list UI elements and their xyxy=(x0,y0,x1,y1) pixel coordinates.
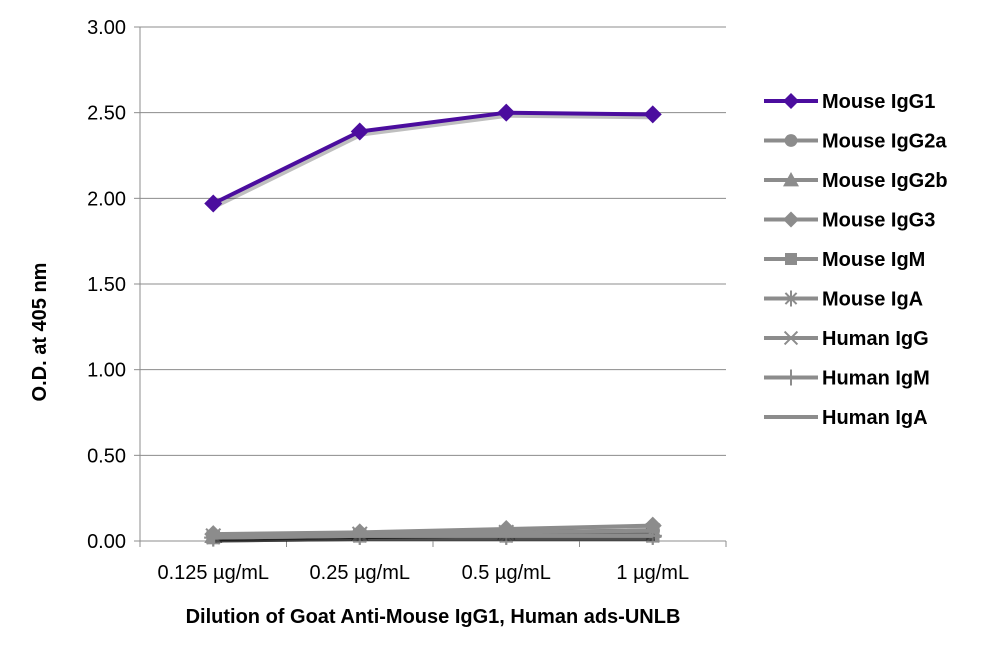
y-tick-label: 0.50 xyxy=(87,445,126,467)
legend-label: Mouse IgG2b xyxy=(822,170,948,192)
y-tick-label: 3.00 xyxy=(87,17,126,39)
series-line-shadow xyxy=(215,536,655,543)
legend-label: Mouse IgM xyxy=(822,249,925,271)
legend-label: Mouse IgG2a xyxy=(822,131,947,153)
axes xyxy=(134,26,727,547)
y-tick-label: 1.00 xyxy=(87,360,126,382)
legend-marker xyxy=(785,253,797,265)
x-tick-label: 0.25 µg/mL xyxy=(310,562,410,584)
legend-item: Mouse IgG3 xyxy=(764,210,935,232)
legend-item: Mouse IgA xyxy=(764,289,923,311)
legend-marker xyxy=(783,330,799,346)
data-point xyxy=(497,103,516,122)
legend-item: Mouse IgG2b xyxy=(764,170,948,192)
series-mouse-igg1 xyxy=(204,103,662,213)
gridlines xyxy=(140,26,726,456)
series-line xyxy=(212,110,653,206)
series-lines xyxy=(204,103,662,547)
legend-marker xyxy=(783,290,799,307)
series-line-shadow xyxy=(215,536,655,543)
legend-label: Human IgM xyxy=(822,368,930,390)
legend-label: Human IgG xyxy=(822,328,929,350)
legend-marker xyxy=(783,369,799,386)
legend-marker xyxy=(784,134,798,147)
series-line-shadow xyxy=(215,536,655,543)
legend-marker xyxy=(783,172,799,187)
data-point xyxy=(643,105,662,124)
legend-item: Mouse IgG2a xyxy=(764,131,947,153)
x-axis-title: Dilution of Goat Anti-Mouse IgG1, Human … xyxy=(186,606,681,628)
data-point xyxy=(204,194,223,213)
legend-item: Human IgM xyxy=(764,368,930,390)
x-tick-label: 0.5 µg/mL xyxy=(462,562,551,584)
legend: Mouse IgG1 Mouse IgG2a Mouse IgG2b Mouse Ig… xyxy=(764,91,948,429)
data-point xyxy=(350,122,369,141)
x-tick-label: 0.125 µg/mL xyxy=(157,562,269,584)
legend-item: Mouse IgG1 xyxy=(764,91,935,113)
series-line-shadow xyxy=(214,113,655,209)
series-line-shadow xyxy=(215,536,655,543)
y-tick-labels: 0.00 0.50 1.00 1.50 2.00 2.50 3.00 xyxy=(87,17,126,553)
y-tick-label: 0.00 xyxy=(87,531,126,553)
legend-item: Human IgA xyxy=(764,407,928,429)
legend-label: Mouse IgG1 xyxy=(822,91,935,113)
y-tick-label: 2.00 xyxy=(87,188,126,210)
legend-label: Mouse IgA xyxy=(822,289,923,311)
legend-item: Mouse IgM xyxy=(764,249,925,271)
y-axis-title: O.D. at 405 nm xyxy=(29,263,51,402)
legend-marker xyxy=(783,211,799,228)
y-tick-label: 2.50 xyxy=(87,103,126,125)
legend-item: Human IgG xyxy=(764,328,929,350)
x-tick-label: 1 µg/mL xyxy=(616,562,689,584)
series-human-iga xyxy=(213,533,655,543)
x-tick-labels: 0.125 µg/mL 0.25 µg/mL 0.5 µg/mL 1 µg/mL xyxy=(157,562,689,584)
y-tick-label: 1.50 xyxy=(87,274,126,296)
legend-label: Human IgA xyxy=(822,407,928,429)
legend-marker xyxy=(783,93,799,109)
legend-label: Mouse IgG3 xyxy=(822,210,935,232)
series-line xyxy=(213,533,653,540)
